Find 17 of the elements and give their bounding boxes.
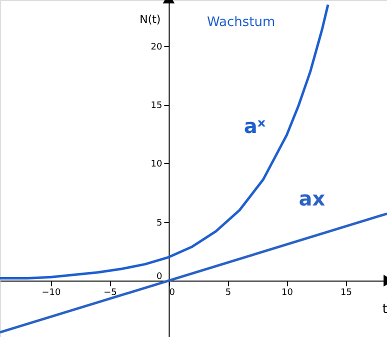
series-label: aˣ: [244, 114, 266, 138]
text: Wachstum: [207, 15, 276, 30]
y-tick-label: 0: [156, 272, 162, 282]
x-tick-label: 15: [340, 288, 352, 298]
line-series: [0, 3, 330, 280]
x-tick-label: 10: [281, 288, 294, 298]
x-tick-label: −10: [42, 288, 61, 298]
series-label: ax: [298, 186, 326, 211]
x-axis-title: t: [382, 302, 387, 318]
x-tick-label: −5: [104, 288, 117, 298]
y-tick-label: 20: [150, 42, 162, 52]
y-tick-label: 15: [150, 101, 162, 112]
x-tick-label: 5: [225, 288, 232, 298]
y-tick-label: 10: [150, 160, 162, 170]
y-tick-label: 5: [156, 218, 162, 228]
x-tick-label: 0: [169, 288, 176, 298]
y-axis-title: N(t): [140, 13, 161, 26]
